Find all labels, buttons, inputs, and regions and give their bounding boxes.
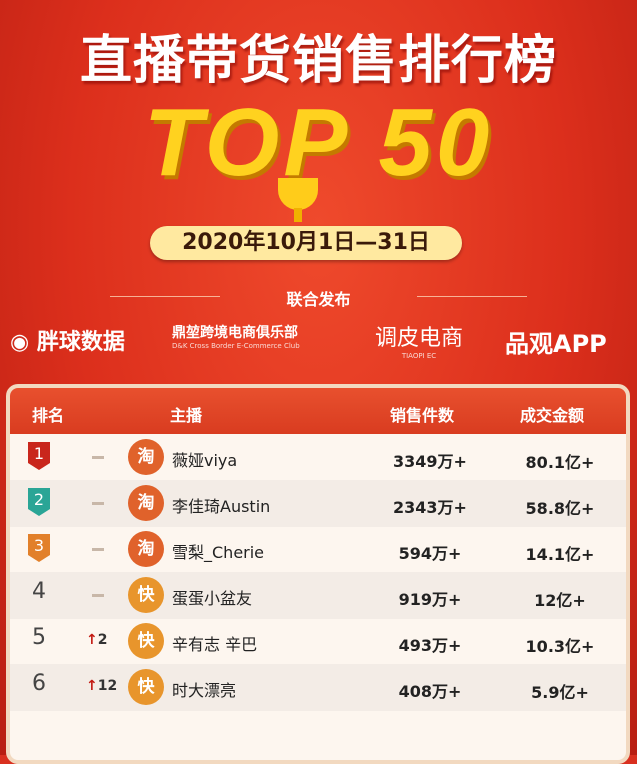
rank-badge: 1 [28,442,50,470]
rank-badge: 6 [32,671,46,696]
ranking-table: 排名 主播 销售件数 成交金额 1 淘薇娅viya 3349万+ 80.1亿+ 2 淘李佳… [6,384,630,764]
table-row: 4 快蛋蛋小盆友 919万+ 12亿+ [10,572,626,619]
sales-count: 2343万+ [393,498,467,517]
sales-count: 408万+ [398,682,462,701]
no-change-icon [92,594,104,597]
platform-icon: 淘 [128,439,164,475]
arrow-up-icon: ↑ [86,678,98,694]
sales-count: 3349万+ [393,452,467,471]
logo-pangqiu: ◉ 胖球数据 [10,330,125,355]
rank-badge: 4 [32,579,46,604]
header-amount: 成交金额 [520,406,585,425]
table-row: 5 ↑2 快辛有志 辛巴 493万+ 10.3亿+ [10,618,626,665]
platform-icon: 快 [128,623,164,659]
logo-pinguan: 品观APP [505,330,607,358]
platform-icon: 淘 [128,531,164,567]
arrow-up-icon: ↑ [86,632,98,648]
rank-change: ↑2 [86,632,108,648]
table-row: 3 淘雪梨_Cherie 594万+ 14.1亿+ [10,526,626,573]
sales-count: 594万+ [398,544,462,563]
platform-icon: 快 [128,577,164,613]
sales-amount: 58.8亿+ [525,499,595,518]
anchor-name: 蛋蛋小盆友 [172,589,253,608]
header-rank: 排名 [32,406,65,425]
no-change-icon [92,548,104,551]
anchor-name: 薇娅viya [172,451,238,470]
anchor-name: 雪梨_Cherie [172,543,265,562]
table-row: 6 ↑12 快时大漂亮 408万+ 5.9亿+ [10,664,626,711]
logo-dk-club: 鼎堃跨境电商俱乐部 D&K Cross Border E-Commerce Clu… [172,325,300,350]
platform-icon: 淘 [128,485,164,521]
page-title: 直播带货销售排行榜 [79,31,557,91]
divider [417,296,527,297]
rank-change: ↑12 [86,678,118,694]
rank-badge: 3 [28,534,50,562]
partner-logos: ◉ 胖球数据 鼎堃跨境电商俱乐部 D&K Cross Border E-Comme… [0,318,637,368]
anchor-name: 李佳琦Austin [172,497,271,516]
published-label: 联合发布 [286,290,351,309]
no-change-icon [92,456,104,459]
date-range: 2020年10月1日—31日 [150,226,462,260]
divider [110,296,220,297]
table-header: 排名 主播 销售件数 成交金额 [10,388,626,434]
header-sales: 销售件数 [390,406,455,425]
anchor-name: 辛有志 辛巴 [172,635,258,654]
rank-badge: 2 [28,488,50,516]
trophy-icon [268,178,328,228]
platform-icon: 快 [128,669,164,705]
sales-amount: 14.1亿+ [525,545,595,564]
sales-amount: 5.9亿+ [531,683,589,702]
table-row: 1 淘薇娅viya 3349万+ 80.1亿+ [10,434,626,481]
sales-amount: 10.3亿+ [525,637,595,656]
anchor-name: 时大漂亮 [172,681,237,700]
no-change-icon [92,502,104,505]
header-anchor: 主播 [170,406,203,425]
sales-amount: 80.1亿+ [525,453,595,472]
sales-count: 493万+ [398,636,462,655]
table-row: 2 淘李佳琦Austin 2343万+ 58.8亿+ [10,480,626,527]
sales-count: 919万+ [398,590,462,609]
sales-amount: 12亿+ [534,591,586,610]
rank-badge: 5 [32,625,46,650]
logo-tiaopi: 调皮电商 TIAOPI EC [375,326,464,360]
